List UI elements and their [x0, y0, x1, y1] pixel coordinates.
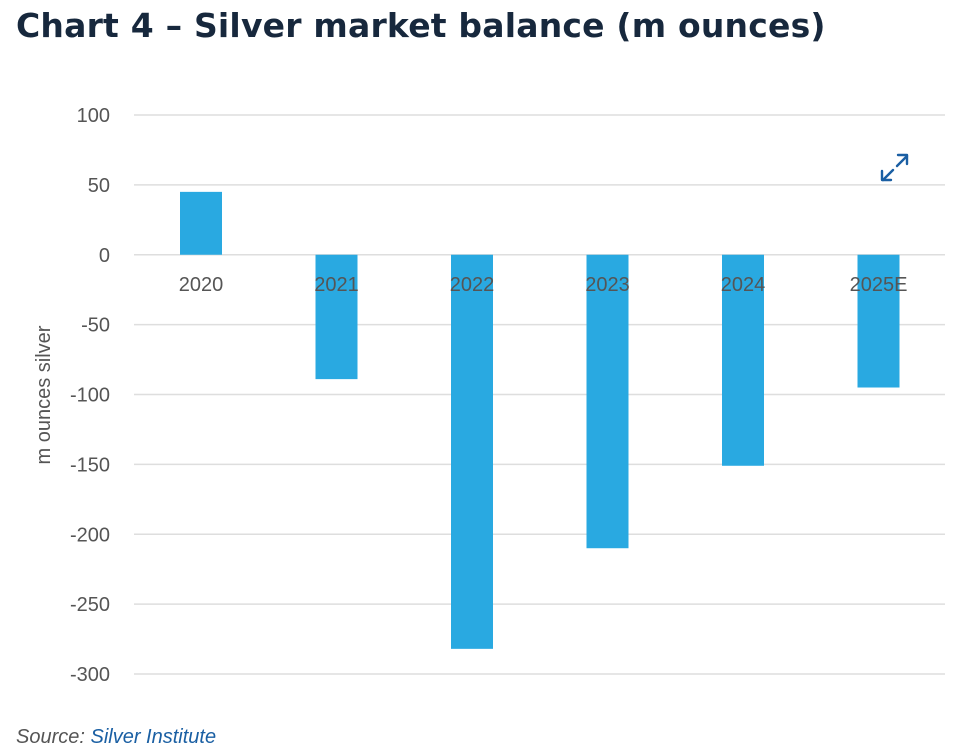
y-tick-label: -200 [70, 524, 110, 546]
y-tick-label: 100 [77, 105, 110, 127]
expand-icon[interactable] [878, 151, 912, 185]
y-tick-labels: 100 50 0 -50 -100 -150 -200 -250 -300 [70, 105, 110, 686]
x-tick-labels: 2020 2021 2022 2023 2024 2025E [179, 274, 908, 296]
x-tick-label: 2022 [450, 274, 495, 296]
x-tick-label: 2023 [585, 274, 630, 296]
y-tick-label: -250 [70, 594, 110, 616]
y-tick-label: 50 [88, 175, 110, 197]
gridlines [134, 114, 945, 675]
bar-2022 [451, 254, 493, 649]
y-tick-label: 0 [99, 245, 110, 267]
x-tick-label: 2024 [721, 274, 766, 296]
x-tick-label: 2025E [850, 274, 908, 296]
y-axis-label: m ounces silver [33, 325, 55, 464]
bar-2020 [180, 191, 222, 255]
chart-title: Chart 4 – Silver market balance (m ounce… [16, 6, 826, 45]
source-link[interactable]: Silver Institute [90, 726, 217, 748]
x-tick-label: 2020 [179, 274, 224, 296]
source-prefix: Source: [16, 726, 91, 748]
bars [180, 191, 900, 649]
bar-2025E [857, 254, 900, 388]
y-tick-label: -50 [81, 315, 110, 337]
bar-2024 [722, 254, 764, 466]
source-note: Source: Silver Institute [16, 726, 216, 749]
x-tick-label: 2021 [314, 274, 359, 296]
y-tick-label: -100 [70, 385, 110, 407]
bar-2021 [315, 254, 358, 380]
y-tick-label: -150 [70, 454, 110, 476]
y-tick-label: -300 [70, 664, 110, 686]
bar-2023 [586, 254, 629, 549]
